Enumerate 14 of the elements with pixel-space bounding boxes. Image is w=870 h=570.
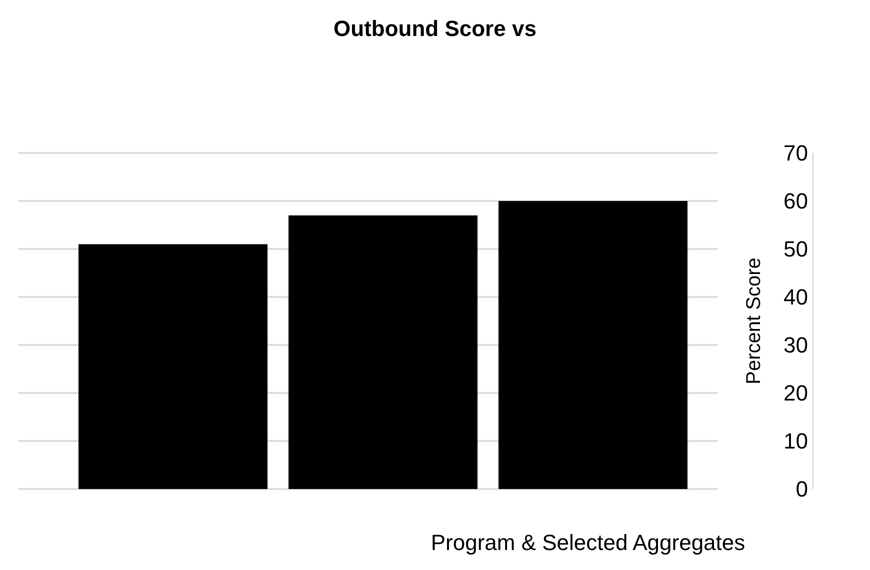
bar — [78, 244, 268, 489]
y-tick-label: 30 — [784, 332, 808, 358]
y-tick-label: 20 — [784, 380, 808, 406]
y-tick-label: 50 — [784, 236, 808, 262]
y-tick-label: 0 — [796, 476, 808, 502]
y-tick-label: 60 — [784, 188, 808, 214]
bar — [498, 201, 688, 489]
chart-title: Outbound Score vs — [334, 16, 536, 41]
y-tick-label: 40 — [784, 284, 808, 310]
bar — [288, 215, 478, 489]
y-tick-label: 70 — [784, 140, 808, 166]
y-axis-title: Percent Score — [743, 258, 765, 384]
x-axis-title: Program & Selected Aggregates — [430, 530, 746, 555]
y-tick-label: 10 — [784, 428, 808, 454]
